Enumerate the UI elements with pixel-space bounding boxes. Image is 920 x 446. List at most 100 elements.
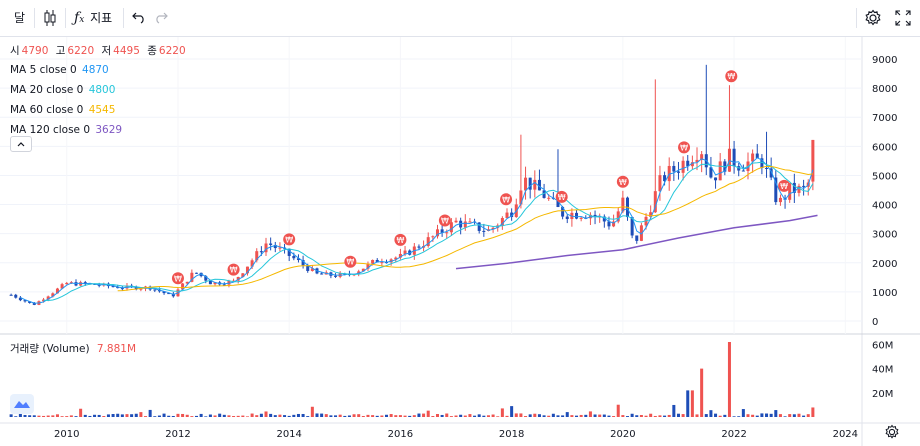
volume-bar bbox=[639, 415, 643, 417]
candle-body bbox=[162, 291, 166, 294]
volume-bar bbox=[565, 412, 569, 417]
volume-bar bbox=[375, 415, 379, 417]
volume-bar bbox=[556, 415, 560, 417]
volume-bar bbox=[788, 414, 792, 417]
high-key: 고 bbox=[55, 45, 66, 57]
candle-body bbox=[700, 154, 704, 160]
candle-body bbox=[690, 162, 694, 167]
volume-bar bbox=[755, 415, 759, 417]
volume-bar bbox=[774, 410, 778, 417]
candle-body bbox=[259, 251, 263, 253]
candle-body bbox=[593, 214, 597, 217]
candle-body bbox=[83, 282, 87, 284]
candle-body bbox=[46, 296, 50, 300]
candle-body bbox=[287, 248, 291, 256]
candle-body bbox=[171, 293, 175, 297]
candle-body bbox=[431, 236, 435, 238]
volume-bar bbox=[287, 415, 291, 417]
candle-body bbox=[616, 211, 620, 222]
settings-icon[interactable] bbox=[864, 9, 882, 29]
candle-body bbox=[18, 297, 22, 301]
volume-bar bbox=[802, 415, 806, 417]
redo-icon[interactable] bbox=[154, 10, 168, 30]
volume-bar bbox=[389, 414, 393, 417]
ma60-legend[interactable]: MA 60 close 0 4545 bbox=[10, 104, 115, 116]
time-axis-settings-icon[interactable] bbox=[884, 424, 900, 440]
undo-icon[interactable] bbox=[132, 10, 146, 30]
price-tick-label: 6000 bbox=[872, 142, 897, 153]
volume-bar bbox=[459, 414, 463, 417]
candle-body bbox=[797, 185, 801, 193]
volume-bar bbox=[737, 416, 741, 417]
candle-body bbox=[245, 266, 249, 274]
ma120-value: 3629 bbox=[95, 124, 123, 136]
ma20-legend[interactable]: MA 20 close 0 4800 bbox=[10, 84, 115, 96]
volume-bar bbox=[236, 415, 240, 417]
volume-bar bbox=[394, 415, 398, 417]
volume-bar bbox=[106, 414, 110, 417]
dividend-marker-label: ₩ bbox=[780, 182, 788, 191]
candle-body bbox=[510, 212, 514, 218]
volume-bar bbox=[704, 414, 708, 417]
volume-bar bbox=[144, 416, 148, 417]
volume-bar bbox=[658, 415, 662, 417]
volume-bar bbox=[649, 413, 653, 417]
time-tick-label: 2014 bbox=[276, 429, 301, 440]
dividend-marker bbox=[678, 141, 691, 154]
volume-bar bbox=[255, 415, 259, 417]
dividend-marker bbox=[283, 233, 296, 246]
volume-bar bbox=[334, 415, 338, 417]
time-tick-label: 2024 bbox=[833, 429, 858, 440]
volume-bar bbox=[222, 414, 226, 417]
volume-bar bbox=[204, 416, 208, 417]
volume-bar bbox=[533, 413, 537, 417]
volume-bar bbox=[213, 415, 217, 417]
volume-bar bbox=[176, 413, 180, 417]
volume-bar bbox=[199, 413, 203, 417]
candles-icon[interactable] bbox=[43, 9, 57, 29]
dividend-marker-label: ₩ bbox=[230, 266, 238, 275]
price-axis: 9000 8000 7000 6000 5000 4000 3000 2000 1000 0 bbox=[872, 55, 897, 328]
candle-body bbox=[227, 280, 231, 285]
volume-bar bbox=[83, 414, 87, 417]
dividend-marker bbox=[438, 214, 451, 227]
volume-bar bbox=[130, 414, 134, 417]
price-chart[interactable]: ₩ ₩ ₩ ₩ ₩ ₩ ₩ ₩ ₩ ₩ ₩ ₩ 9000 8000 7000 6000 5000 4000 300… bbox=[0, 37, 920, 446]
candle-body bbox=[120, 288, 124, 290]
candle-body bbox=[296, 258, 300, 261]
candle-body bbox=[28, 301, 32, 303]
volume-bar bbox=[524, 416, 528, 417]
candle-body bbox=[194, 272, 199, 274]
candle-body bbox=[602, 216, 606, 222]
legend-collapse-button[interactable] bbox=[10, 136, 32, 152]
volume-tick-label: 40M bbox=[872, 365, 893, 376]
volume-bar bbox=[283, 415, 287, 417]
candle-body bbox=[811, 139, 815, 182]
volume-bar bbox=[190, 416, 194, 417]
volume-bar bbox=[403, 415, 407, 417]
ma5-legend[interactable]: MA 5 close 0 4870 bbox=[10, 64, 109, 76]
volume-bar bbox=[732, 416, 736, 417]
candle-body bbox=[65, 282, 69, 285]
volume-bar bbox=[301, 413, 305, 417]
fullscreen-icon[interactable] bbox=[894, 9, 912, 29]
volume-bar bbox=[625, 416, 630, 417]
candle-body bbox=[241, 273, 245, 277]
ma20-label: MA 20 close 0 bbox=[10, 84, 84, 96]
candle-body bbox=[134, 286, 138, 290]
candle-body bbox=[477, 222, 481, 231]
ma120-legend[interactable]: MA 120 close 0 3629 bbox=[10, 124, 122, 136]
candle-body bbox=[454, 220, 458, 223]
candle-body bbox=[741, 170, 745, 172]
candle-body bbox=[403, 250, 407, 254]
time-tick-label: 2020 bbox=[610, 429, 635, 440]
indicators-button[interactable]: ƒx 지표 bbox=[74, 8, 112, 28]
volume-bar bbox=[727, 342, 731, 417]
dividend-marker-label: ₩ bbox=[346, 258, 354, 267]
volume-legend[interactable]: 거래량 (Volume) 7.881M bbox=[10, 341, 136, 356]
price-tick-label: 2000 bbox=[872, 259, 897, 270]
candle-body bbox=[55, 288, 59, 294]
tradingview-logo[interactable] bbox=[10, 394, 34, 414]
volume-bar bbox=[435, 414, 439, 417]
interval-button[interactable]: 달 bbox=[14, 11, 26, 25]
